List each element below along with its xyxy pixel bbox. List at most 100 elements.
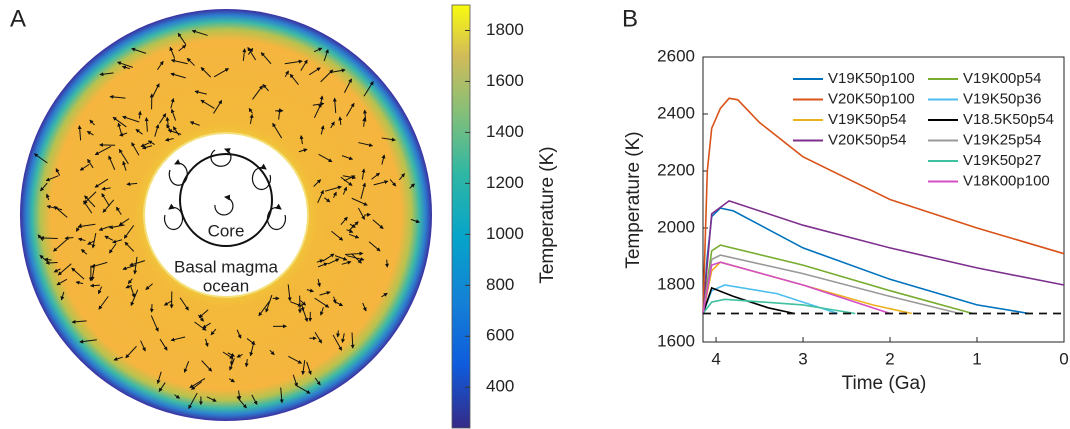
y-tick-label: 1800 — [657, 274, 695, 293]
arrow — [279, 387, 284, 404]
arrow — [112, 116, 127, 128]
arrow — [158, 113, 167, 124]
velocity-arrows — [33, 29, 421, 410]
colorbar-tick-label: 1600 — [486, 71, 524, 90]
arrow — [167, 129, 182, 135]
arrow — [170, 97, 175, 109]
arrow — [269, 349, 275, 356]
arrow — [83, 200, 93, 214]
arrow — [236, 329, 242, 339]
arrow — [301, 360, 306, 376]
arrow — [130, 286, 136, 298]
arrow — [79, 339, 97, 344]
legend-label: V18K00p100 — [963, 172, 1050, 189]
arrow — [288, 355, 303, 364]
x-tick-label: 4 — [711, 349, 720, 368]
arrow — [164, 137, 174, 142]
arrow — [122, 115, 140, 123]
arrow — [46, 205, 63, 211]
arrow — [45, 175, 59, 182]
arrow — [117, 61, 133, 68]
arrow — [99, 72, 114, 77]
colorbar-tick-label: 1000 — [486, 224, 524, 243]
arrow — [362, 302, 367, 312]
arrow — [53, 268, 61, 273]
arrow — [289, 73, 299, 86]
arrow — [236, 396, 247, 409]
arrow — [322, 253, 335, 262]
arrow — [287, 284, 292, 302]
series-line — [702, 200, 1065, 314]
y-tick-label: 2400 — [657, 103, 695, 122]
colorbar-tick-label: 800 — [486, 275, 514, 294]
arrow — [200, 99, 215, 109]
arrow — [191, 381, 202, 390]
arrow — [86, 131, 94, 136]
arrow — [191, 29, 208, 36]
arrow — [113, 356, 123, 361]
arrow — [258, 301, 270, 317]
arrow — [170, 58, 188, 65]
arrow — [210, 328, 217, 336]
arrow — [147, 140, 155, 146]
arrow — [194, 90, 207, 95]
arrow — [169, 46, 176, 59]
arrow — [313, 179, 322, 187]
arrow — [98, 296, 109, 310]
arrow — [145, 283, 153, 290]
arrow — [135, 129, 143, 135]
arrow — [249, 113, 254, 124]
arrow — [306, 361, 312, 375]
arrow — [206, 396, 217, 402]
arrow — [292, 374, 298, 387]
arrow — [363, 81, 374, 97]
arrow — [373, 180, 389, 186]
arrow — [71, 319, 87, 324]
arrow — [306, 288, 314, 293]
arrow — [284, 70, 289, 78]
series-line — [702, 298, 856, 315]
arrow — [77, 237, 86, 242]
arrow — [172, 126, 180, 136]
arrow — [222, 351, 234, 359]
arrow — [381, 137, 396, 142]
arrow — [44, 257, 52, 262]
arrow — [340, 176, 353, 186]
arrow — [398, 173, 405, 181]
arrow — [320, 125, 325, 135]
arrow — [75, 280, 84, 285]
arrow — [178, 44, 187, 52]
arrow — [341, 333, 346, 344]
arrow — [332, 334, 343, 351]
arrow — [202, 322, 211, 329]
legend-label: V19K25p54 — [963, 131, 1041, 148]
arrow — [346, 255, 365, 262]
arrow — [150, 315, 159, 332]
arrow — [331, 230, 344, 241]
arrow — [94, 178, 109, 188]
annotation: ocean — [203, 276, 249, 295]
arrow — [329, 68, 346, 74]
arrow — [137, 110, 142, 119]
arrow — [154, 124, 160, 137]
series-line — [702, 97, 1065, 314]
arrow — [188, 392, 198, 410]
arrow — [330, 121, 335, 129]
arrow — [410, 218, 421, 224]
arrow — [251, 394, 258, 406]
arrow — [334, 255, 348, 261]
arrow — [87, 158, 94, 169]
colorbar-tick-label: 600 — [486, 326, 514, 345]
arrow — [244, 359, 249, 368]
arrow — [79, 163, 90, 171]
x-tick-label: 3 — [798, 349, 807, 368]
arrow — [300, 59, 308, 71]
arrow — [300, 303, 305, 312]
arrow — [362, 117, 367, 127]
arrow — [53, 239, 68, 252]
arrow — [170, 108, 177, 121]
arrow — [350, 332, 355, 349]
x-tick-label: 0 — [1059, 349, 1068, 368]
arrow — [360, 182, 367, 200]
